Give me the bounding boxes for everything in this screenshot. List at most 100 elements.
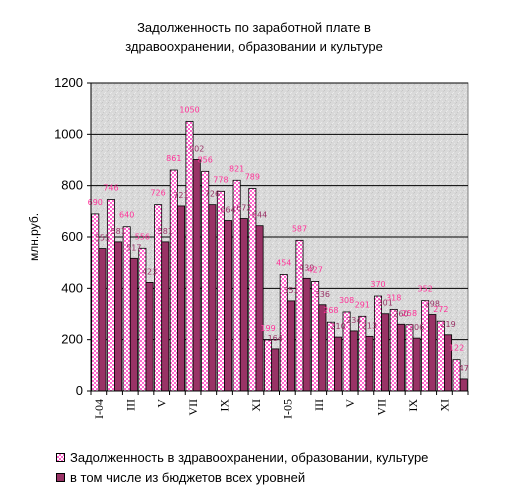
data-label-budget: 164 xyxy=(268,334,283,343)
bar-budget xyxy=(145,282,154,392)
data-label-budget: 351 xyxy=(283,286,298,295)
data-label-total: 1050 xyxy=(179,106,199,115)
bar-total xyxy=(374,295,383,392)
bar-total xyxy=(185,121,194,392)
legend-swatch-budget xyxy=(56,472,65,482)
data-label-budget: 260 xyxy=(393,309,408,318)
bar-budget xyxy=(428,314,437,392)
x-tick-label: III xyxy=(123,399,137,411)
bar-budget xyxy=(114,241,123,392)
legend-label-total: Задолженность в здравоохранении, образов… xyxy=(70,449,429,465)
data-label-total: 861 xyxy=(166,154,181,163)
bar-total xyxy=(421,300,430,392)
x-tick-label: XI xyxy=(249,399,263,412)
data-label-budget: 219 xyxy=(440,320,455,329)
data-label-budget: 234 xyxy=(346,316,361,325)
data-label-budget: 581 xyxy=(111,227,126,236)
bar-total xyxy=(264,339,273,392)
data-label-total: 640 xyxy=(119,211,134,220)
y-tick-label: 800 xyxy=(61,178,83,193)
chart-title-line-1: Задолженность по заработной плате в xyxy=(137,20,371,35)
x-tick-label: VII xyxy=(186,399,200,416)
bar-total xyxy=(389,308,398,392)
data-label-total: 789 xyxy=(245,172,260,181)
bar-budget xyxy=(208,204,217,392)
data-label-budget: 439 xyxy=(299,263,314,272)
data-label-budget: 336 xyxy=(315,290,330,299)
data-label-total: 556 xyxy=(135,232,150,241)
data-label-total: 587 xyxy=(292,224,307,233)
data-label-total: 291 xyxy=(355,300,370,309)
bar-total xyxy=(216,190,225,392)
bar-budget xyxy=(161,241,170,392)
y-tick-label: 0 xyxy=(76,383,83,398)
bar-budget xyxy=(224,220,233,392)
data-label-total: 778 xyxy=(213,175,228,184)
data-label-total: 821 xyxy=(229,164,244,173)
legend-swatch-total xyxy=(56,452,65,462)
data-label-budget: 644 xyxy=(252,211,267,220)
data-label-total: 370 xyxy=(370,280,385,289)
chart-title-line-2: здравоохранении, образовании и культуре xyxy=(125,39,383,54)
bar-budget xyxy=(396,323,405,392)
data-label-budget: 423 xyxy=(142,267,157,276)
data-label-total: 856 xyxy=(198,155,213,164)
bar-budget xyxy=(412,337,421,392)
y-tick-label: 400 xyxy=(61,280,83,295)
data-label-total: 308 xyxy=(339,296,354,305)
data-label-total: 122 xyxy=(449,344,464,353)
legend-item-budget: в том числе из бюджетов всех уровней xyxy=(56,467,428,487)
bar-total xyxy=(436,320,445,392)
x-tick-label: V xyxy=(343,399,357,408)
bar-total xyxy=(405,324,414,392)
y-tick-label: 1000 xyxy=(54,126,83,141)
x-tick-label: I-04 xyxy=(92,399,106,419)
legend-item-total: Задолженность в здравоохранении, образов… xyxy=(56,447,428,467)
y-tick-label: 1200 xyxy=(54,75,83,90)
data-label-total: 726 xyxy=(150,189,165,198)
bar-total xyxy=(201,170,210,392)
y-tick-label: 200 xyxy=(61,332,83,347)
x-tick-label: IX xyxy=(218,399,232,412)
y-axis-label: млн.руб. xyxy=(27,213,41,261)
x-tick-label: IX xyxy=(406,399,420,412)
bar-budget xyxy=(349,330,358,392)
x-tick-label: I-05 xyxy=(280,399,294,419)
data-label-total: 746 xyxy=(103,184,118,193)
bar-budget xyxy=(255,225,264,392)
bar-budget xyxy=(239,218,248,392)
data-label-budget: 721 xyxy=(173,191,188,200)
x-tick-label: III xyxy=(312,399,326,411)
data-label-budget: 581 xyxy=(158,227,173,236)
x-tick-label: V xyxy=(155,399,169,408)
data-label-total: 352 xyxy=(417,285,432,294)
data-label-budget: 555 xyxy=(95,234,110,243)
data-label-budget: 210 xyxy=(330,322,345,331)
bar-total xyxy=(326,321,335,392)
bar-budget xyxy=(176,205,185,392)
data-label-budget: 902 xyxy=(189,144,204,153)
data-label-budget: 298 xyxy=(425,300,440,309)
data-label-budget: 301 xyxy=(378,299,393,308)
data-label-budget: 726 xyxy=(205,190,220,199)
bar-budget xyxy=(365,335,374,392)
chart-title: Задолженность по заработной плате в здра… xyxy=(0,18,508,56)
bar-budget xyxy=(271,348,280,392)
data-label-budget: 672 xyxy=(236,204,251,213)
bar-budget xyxy=(334,336,343,392)
x-tick-label: XI xyxy=(437,399,451,412)
bar-budget xyxy=(192,159,201,392)
x-tick-label: VII xyxy=(375,399,389,416)
bar-total xyxy=(169,169,178,392)
data-label-budget: 206 xyxy=(409,323,424,332)
data-label-total: 690 xyxy=(88,198,103,207)
data-label-total: 199 xyxy=(260,324,275,333)
y-tick-label: 600 xyxy=(61,229,83,244)
legend: Задолженность в здравоохранении, образов… xyxy=(56,447,428,487)
data-label-budget: 664 xyxy=(220,206,235,215)
data-label-total: 454 xyxy=(276,258,291,267)
data-label-total: 427 xyxy=(308,265,323,274)
data-label-budget: 213 xyxy=(362,321,377,330)
data-label-total: 258 xyxy=(402,309,417,318)
